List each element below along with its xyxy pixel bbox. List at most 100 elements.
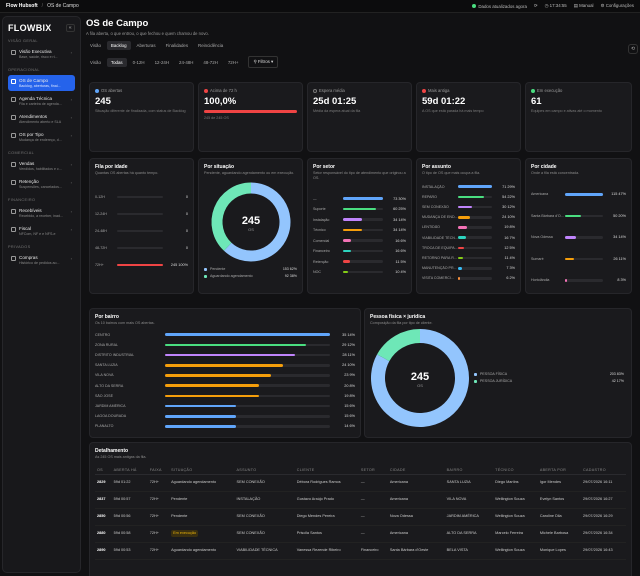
sidebar-item-fiscal[interactable]: Fiscal NFCom, NF e e NFS-e › [8,223,75,239]
bar-fill [458,277,461,280]
tab-reincidência[interactable]: Reincidência [198,43,224,48]
table-cell: Vanessa Rezende Ribeiro [294,542,359,560]
sidebar-item-vendas[interactable]: Vendas Vendidos, habilitados e c... › [8,158,75,174]
filter-24-48h[interactable]: 24-48H [179,59,194,65]
legend-item: Pendente 153 62% [204,266,297,273]
card-pessoa: Pessoa física × jurídica Composição da f… [364,308,632,438]
filter-48-72h[interactable]: 48-72H [203,59,218,65]
bar-track [165,333,330,337]
table-cell: Gustavo Araújo Prado [294,491,359,509]
sidebar-item-compras[interactable]: Compras Histórico de pedidos ao... › [8,252,75,268]
sidebar-section-title: OPERACIONAL [8,68,75,72]
kpi-indicator-icon [313,88,317,93]
bar-label: 48-72H [95,246,107,251]
sidebar-item-os-de-campo[interactable]: OS de Campo Backlog, aberturas, final... [8,75,75,91]
card-setor: Por setor Setor responsável do tipo de a… [307,158,412,294]
bar-track [343,218,383,221]
sidebar-item-agenda-técnica[interactable]: Agenda Técnica Fila e carteira de agenda.… [8,93,75,109]
sidebar-item-retenção[interactable]: Retenção Suspensões, cancelados... › [8,176,75,192]
table-row[interactable]: 2890 59d 00:53 72H+ Aguardando agendamento V… [95,542,626,560]
table-header: SITUAÇÃO [169,465,235,475]
refresh-icon[interactable]: ⟳ [533,3,538,8]
bar-label: JARDIM AMÉRICA [95,404,126,409]
bar-value: 12 5% [504,245,515,250]
legend-swatch [204,274,207,278]
bar-track [343,228,383,232]
sidebar-item-os-por-tipo[interactable]: OS por Tipo Mudança de endereço, d... › [8,129,75,145]
settings-button[interactable]: ⚙ Configurações [600,3,634,8]
bar-row: SANTA LUZIA 24 10% [95,360,355,370]
bar-value: 23 9% [344,373,355,378]
kpi-desc: Média da espera atual da fila [313,109,361,113]
table-row[interactable]: 2880 59d 00:58 72H+ Em execução SEM CONEXÃO P… [95,525,626,543]
table-row[interactable]: 2850 59d 00:56 72H+ Pendente SEM CONEXÃO Dieg… [95,508,626,526]
bar-row: LENTIDÃO 19 8% [422,222,515,232]
table-cell: SEM CONEXÃO [234,508,295,526]
table-cell: Nova Odessa [387,508,445,526]
tab-backlog[interactable]: Backlog [106,41,131,50]
filter-0-12h[interactable]: 0-12H [132,59,145,65]
table-cell: VILA NOVA [444,491,494,509]
sidebar-item-recebíveis[interactable]: Recebíveis Recebido, a receber, inad... › [8,205,75,221]
bar-track [458,215,492,219]
legend-label: PESSOA JURÍDICA [480,379,513,384]
bar-fill [565,193,603,196]
bar-value: 28 11% [342,353,355,358]
bar-label: VIABILIDADE TÉCN... [422,235,458,240]
bar-value: 16 6% [395,249,406,253]
app-name[interactable]: Flow Hubsoft [6,3,38,9]
bar-fill [343,228,362,232]
chevron-icon: › [70,209,72,214]
table-cell: Americana [387,525,445,543]
bar-value: 115 47% [611,192,626,197]
sidebar-item-visão-executiva[interactable]: Visão Executiva Base, saúde, risco e ri..… [8,46,75,62]
table-row[interactable]: 2837 59d 00:57 72H+ Pendente INSTALAÇÃO Gusta… [95,491,626,509]
card-subtitle: Composição da fila por tipo de cliente. [370,321,433,325]
table-cell: Aguardando agendamento [169,542,235,560]
filter-12-24h[interactable]: 12-24H [154,59,169,65]
bar-fill [458,266,462,270]
bar-value: 20 8% [344,383,355,388]
donut-slice [211,182,252,251]
bar-value: 7 3% [506,266,515,271]
sidebar-item-atendimentos[interactable]: Atendimentos Atendimento aberto e SLA › [8,111,75,127]
table-cell: 72H+ [147,474,170,492]
bar-fill [565,257,574,261]
bar-fill [165,394,260,398]
card-subtitle: Onde a fila está concentrada. [531,171,580,175]
bar-label: LAGOA DOURADA [95,414,127,419]
table-row[interactable]: 2829 59d 01:22 72H+ Aguardando agendamento S… [95,474,626,492]
tab-bar: Visão Backlog Aberturas Finalidades Reincidê… [86,41,638,50]
bar-fill [165,374,272,377]
bar-label: MUDANÇA DE END... [422,215,458,220]
filter-72h+[interactable]: 72H+ [227,59,239,65]
bar-label: MANUTENÇÃO PR... [422,266,457,271]
bar-label: SEM CONEXÃO [422,205,449,210]
collapse-icon[interactable]: « [65,24,75,32]
card-subtitle: Setor responsável do tipo de atendimento… [313,171,406,180]
manual-button[interactable]: ▤ Manual [573,3,594,8]
bar-fill [165,414,236,418]
sidebar-item-desc: Fila e carteira de agenda... [19,102,62,106]
bar-label: 24-48H [95,229,107,234]
table-cell: SEM CONEXÃO [234,525,295,543]
reset-filters-icon[interactable]: ⟲ [628,44,638,54]
bar-row: MUDANÇA DE END... 24 10% [422,212,515,222]
tab-finalidades[interactable]: Finalidades [165,43,189,48]
bar-label: Santa Bárbara d'O... [531,213,564,218]
filters-dropdown[interactable]: ⚲ Filtros ▾ [248,56,279,68]
bar-fill [165,353,295,357]
bar-value: 10 4% [395,270,406,274]
table-cell: 59d 01:22 [111,474,148,492]
filter-todas[interactable]: Todas [106,57,127,67]
bar-track [343,249,383,253]
bar-label: 0-12H [95,195,105,200]
filter-visão[interactable]: Visão [90,59,101,65]
bar-fill [343,197,383,200]
kpi-indicator-icon [531,88,535,93]
tab-visão[interactable]: Visão [90,43,101,48]
bar-fill [165,384,260,387]
clock: ◷ 17:34:55 [544,3,567,8]
table-cell: Marcelo Ferreira [493,525,538,543]
tab-aberturas[interactable]: Aberturas [136,43,156,48]
